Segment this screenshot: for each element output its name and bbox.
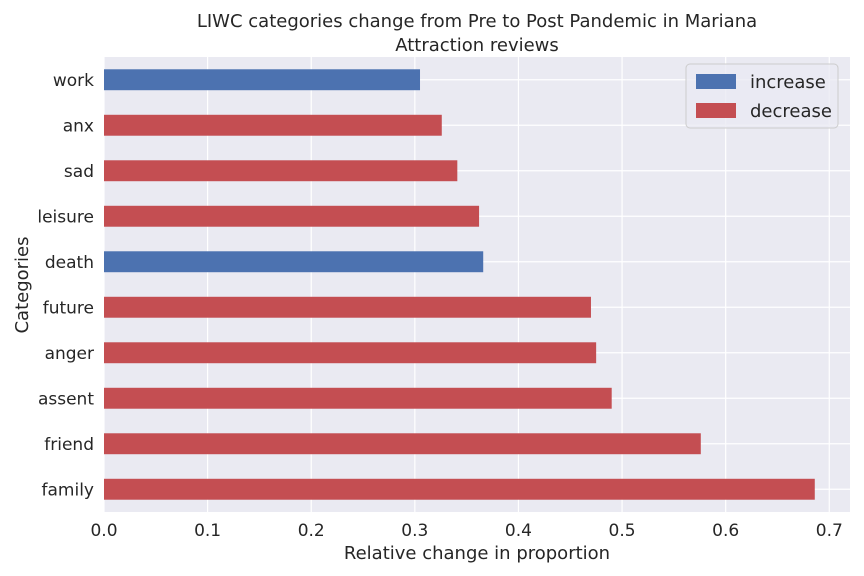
legend-swatch-increase [696,74,736,89]
legend-label-increase: increase [750,72,826,93]
y-tick-label-friend: friend [44,435,94,455]
bar-assent [104,387,612,409]
y-tick-label-future: future [43,298,94,318]
legend-label-decrease: decrease [750,101,832,122]
y-tick-label-leisure: leisure [37,207,94,227]
bar-work [104,69,421,91]
x-axis-label: Relative change in proportion [344,543,610,564]
bar-leisure [104,205,480,227]
chart-title-line-2: Attraction reviews [395,35,559,56]
y-tick-label-anx: anx [63,116,94,136]
bar-sad [104,160,458,182]
chart-title-line-1: LIWC categories change from Pre to Post … [197,11,757,32]
bar-future [104,296,591,318]
x-tick-label: 0.1 [194,521,221,541]
bars [104,69,815,500]
y-tick-label-work: work [53,71,94,91]
bar-death [104,251,484,273]
x-tick-labels: 0.0 0.1 0.2 0.3 0.4 0.5 0.6 0.7 [90,521,842,541]
bar-friend [104,433,701,455]
y-tick-label-assent: assent [38,389,94,409]
x-tick-label: 0.5 [609,521,636,541]
y-tick-label-anger: anger [45,344,94,364]
y-tick-labels: work anx sad leisure death future anger assent f… [37,71,94,501]
legend-swatch-decrease [696,103,736,118]
x-tick-label: 0.0 [90,521,117,541]
y-tick-label-death: death [45,253,94,273]
x-tick-label: 0.2 [298,521,325,541]
x-tick-label: 0.3 [401,521,428,541]
y-tick-label-sad: sad [64,162,94,182]
bar-anger [104,342,597,364]
bar-anx [104,114,442,136]
legend: increase decrease [685,63,839,129]
x-tick-label: 0.6 [712,521,739,541]
x-tick-label: 0.4 [505,521,532,541]
bar-family [104,478,815,500]
y-axis-label: Categories [12,236,33,333]
x-tick-label: 0.7 [816,521,843,541]
y-tick-label-family: family [42,480,94,500]
